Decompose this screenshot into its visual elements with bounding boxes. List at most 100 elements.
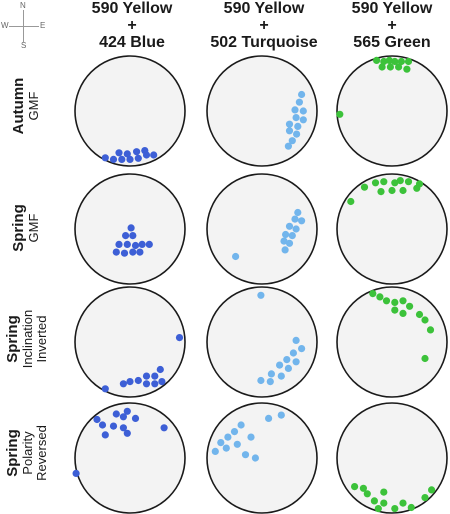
data-point	[397, 57, 405, 66]
data-point	[129, 248, 137, 256]
plot-circle	[206, 402, 318, 514]
data-point	[131, 414, 140, 422]
data-point	[391, 298, 399, 306]
data-point	[371, 179, 380, 187]
data-point	[98, 421, 107, 429]
data-point	[101, 154, 109, 162]
column-header-plus: +	[387, 17, 397, 34]
data-point	[347, 197, 355, 206]
data-point	[266, 378, 274, 386]
column-header-plus: +	[259, 17, 269, 34]
plot-panel-r0-blue	[74, 55, 186, 167]
data-point	[395, 63, 403, 71]
data-point	[247, 433, 255, 441]
data-point	[391, 306, 399, 314]
data-point	[142, 372, 151, 380]
data-point	[289, 349, 297, 357]
data-point	[399, 297, 407, 305]
data-point	[224, 433, 232, 441]
data-point	[101, 385, 109, 393]
data-point	[377, 188, 385, 196]
data-point	[151, 380, 159, 388]
data-point	[295, 98, 303, 106]
compass-west-label: W	[1, 21, 9, 30]
data-point	[386, 63, 394, 71]
data-point	[267, 370, 275, 378]
data-point	[123, 150, 131, 158]
data-point	[241, 451, 250, 459]
data-point	[415, 310, 424, 319]
data-point	[138, 240, 146, 248]
compass-north-label: N	[20, 1, 26, 10]
data-point	[291, 215, 299, 223]
data-point	[150, 151, 158, 159]
data-point	[373, 56, 381, 64]
data-point	[284, 364, 292, 372]
data-point	[134, 154, 142, 162]
data-point	[292, 225, 300, 233]
data-point	[288, 232, 296, 240]
data-point	[388, 186, 396, 195]
data-point	[112, 410, 120, 418]
data-point	[285, 127, 294, 135]
data-point	[284, 142, 292, 150]
compass-east-label: E	[40, 21, 46, 30]
data-point	[374, 505, 382, 513]
data-point	[72, 469, 80, 477]
data-point	[298, 345, 306, 353]
data-point	[175, 334, 184, 342]
data-point	[237, 421, 245, 429]
data-point	[123, 429, 131, 437]
data-point	[277, 372, 285, 380]
data-point	[336, 110, 344, 118]
plot-panel-r0-green	[336, 55, 448, 167]
plot-panel-r1-blue	[74, 173, 186, 285]
data-point	[122, 232, 130, 240]
data-point	[257, 291, 265, 299]
plot-circle	[74, 55, 186, 167]
data-point	[359, 484, 367, 492]
data-point	[391, 57, 399, 66]
data-point	[382, 297, 391, 305]
data-point	[222, 444, 230, 452]
data-point	[280, 237, 288, 245]
data-point	[380, 57, 388, 66]
data-point	[127, 224, 135, 232]
data-point	[406, 302, 414, 310]
data-point	[380, 488, 388, 496]
data-point	[376, 293, 384, 301]
compass-rose-icon: N S W E	[1, 1, 46, 52]
data-point	[292, 336, 300, 344]
data-point	[378, 63, 386, 71]
column-header-line1: 590 Yellow	[351, 0, 433, 17]
data-point	[120, 249, 129, 257]
data-point	[407, 503, 415, 512]
column-header-line1: 590 Yellow	[91, 0, 173, 17]
data-point	[141, 147, 149, 155]
plot-panel-r1-turquoise	[206, 173, 318, 285]
data-point	[160, 424, 168, 432]
plot-panel-r2-green	[336, 286, 448, 398]
data-point	[156, 365, 164, 374]
plot-circle	[336, 173, 448, 285]
data-point	[399, 309, 407, 317]
column-header-plus: +	[127, 17, 137, 34]
data-point	[421, 316, 429, 324]
data-point	[385, 56, 393, 64]
data-point	[119, 424, 127, 432]
data-point	[399, 186, 407, 195]
data-point	[134, 376, 142, 385]
data-point	[129, 232, 137, 240]
data-point	[399, 499, 407, 507]
data-point	[285, 222, 294, 230]
data-point	[363, 490, 371, 498]
data-point	[426, 326, 435, 334]
column-header-line1: 590 Yellow	[223, 0, 305, 17]
data-point	[428, 486, 436, 494]
column-header-blue: 590 Yellow + 424 Blue	[70, 0, 194, 51]
data-point	[299, 116, 307, 124]
data-point	[217, 439, 225, 447]
plot-panel-r2-blue	[74, 286, 186, 398]
